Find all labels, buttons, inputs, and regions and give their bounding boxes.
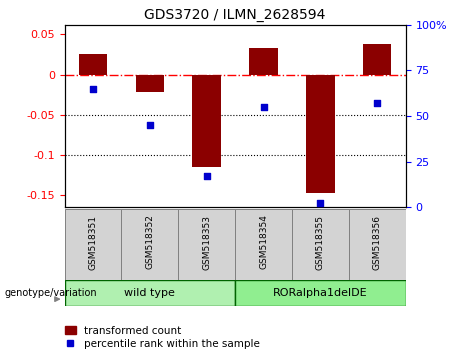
Text: GSM518352: GSM518352 bbox=[145, 215, 154, 269]
Text: wild type: wild type bbox=[124, 288, 175, 298]
Text: genotype/variation: genotype/variation bbox=[5, 288, 97, 298]
Bar bbox=[136, 75, 164, 92]
Bar bbox=[235, 280, 406, 306]
Point bbox=[146, 122, 154, 128]
Text: GSM518354: GSM518354 bbox=[259, 215, 268, 269]
Text: RORalpha1delDE: RORalpha1delDE bbox=[273, 288, 368, 298]
Bar bbox=[306, 75, 335, 193]
Point bbox=[260, 104, 267, 110]
Bar bbox=[79, 55, 107, 75]
Point bbox=[203, 173, 210, 179]
Bar bbox=[65, 280, 235, 306]
Text: GSM518351: GSM518351 bbox=[89, 215, 97, 269]
Point bbox=[317, 201, 324, 206]
Bar bbox=[178, 209, 235, 280]
Point bbox=[373, 100, 381, 106]
Text: GSM518355: GSM518355 bbox=[316, 215, 325, 269]
Bar bbox=[363, 44, 391, 75]
Legend: transformed count, percentile rank within the sample: transformed count, percentile rank withi… bbox=[65, 326, 260, 349]
Bar bbox=[235, 209, 292, 280]
Bar bbox=[249, 48, 278, 75]
Text: GSM518356: GSM518356 bbox=[373, 215, 382, 269]
Bar bbox=[193, 75, 221, 167]
Title: GDS3720 / ILMN_2628594: GDS3720 / ILMN_2628594 bbox=[144, 8, 326, 22]
Point bbox=[89, 86, 97, 91]
Text: GSM518353: GSM518353 bbox=[202, 215, 211, 269]
Bar bbox=[121, 209, 178, 280]
Bar bbox=[292, 209, 349, 280]
Bar bbox=[349, 209, 406, 280]
Bar bbox=[65, 209, 121, 280]
